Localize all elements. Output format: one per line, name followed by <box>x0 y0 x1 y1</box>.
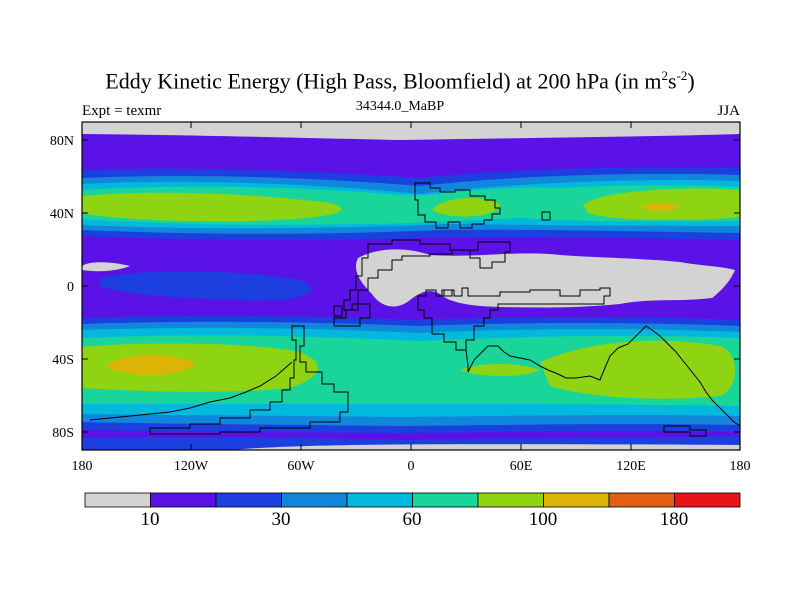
field-tropical-blue <box>100 271 312 301</box>
x-tick-label: 180 <box>72 459 93 474</box>
coastline-island-2 <box>333 305 343 317</box>
x-tick-label: 120W <box>174 459 209 474</box>
coastline-south-america <box>149 325 349 435</box>
colorbar-swatch <box>608 492 675 508</box>
field-jet-s-pacific <box>82 343 319 392</box>
coastline-west-antarctica <box>89 361 293 421</box>
colorbar-swatch <box>543 492 610 508</box>
season-label: JJA <box>717 103 740 119</box>
experiment-label: Expt = texmr <box>82 103 162 119</box>
colorbar-swatch <box>281 492 348 508</box>
x-tick-label: 60E <box>510 459 533 474</box>
field-jet-s-indian <box>540 340 735 399</box>
coastline-north-africa <box>343 239 511 311</box>
colorbar <box>84 492 741 508</box>
coastline-west-africa <box>333 303 371 327</box>
field-max-s <box>106 355 196 375</box>
contour-field <box>82 122 740 450</box>
x-tick-label: 120E <box>616 459 646 474</box>
x-axis-labels: 180 120W 60W 0 60E 120E 180 <box>72 459 751 474</box>
y-tick-label: 80N <box>50 134 74 149</box>
x-tick-label: 180 <box>730 459 751 474</box>
colorbar-label: 10 <box>141 509 160 530</box>
x-tick-label: 0 <box>408 459 415 474</box>
coastline-island-4 <box>663 425 707 437</box>
y-tick-label: 40S <box>52 353 74 368</box>
chart-title: Eddy Kinetic Energy (High Pass, Bloomfie… <box>105 68 695 94</box>
colorbar-swatch <box>412 492 479 508</box>
colorbar-label: 60 <box>403 509 422 530</box>
coastline-east-africa <box>417 287 611 351</box>
colorbar-label: 30 <box>272 509 291 530</box>
y-tick-label: 40N <box>50 207 74 222</box>
colorbar-swatch <box>477 492 544 508</box>
y-axis-labels: 80N 40N 0 40S 80S <box>50 134 74 441</box>
coastlines <box>89 182 740 437</box>
tick-marks <box>82 122 740 450</box>
field-max-n <box>640 203 680 211</box>
field-tropical-low-pacific <box>82 262 130 272</box>
colorbar-label: 180 <box>660 509 689 530</box>
y-tick-label: 80S <box>52 426 74 441</box>
coastline-island-1 <box>541 211 551 221</box>
field-south-polar-low <box>230 444 740 450</box>
colorbar-labels: 10 30 60 100 180 <box>141 509 689 530</box>
colorbar-swatch <box>150 492 217 508</box>
colorbar-label: 100 <box>529 509 558 530</box>
coastline-island-3 <box>441 289 453 297</box>
colorbar-swatch <box>674 492 741 508</box>
coastline-antarctica-east <box>465 325 740 427</box>
field-north-polar-low <box>82 122 740 140</box>
coastline-europe <box>414 182 501 229</box>
colorbar-swatch <box>84 492 151 508</box>
colorbar-swatch <box>346 492 413 508</box>
time-label: 34344.0_MaBP <box>355 99 445 114</box>
field-jet-s-atlantic <box>460 364 540 376</box>
field-jet-n-europe <box>432 197 500 217</box>
x-tick-label: 60W <box>287 459 315 474</box>
y-tick-label: 0 <box>67 280 74 295</box>
colorbar-swatch <box>215 492 282 508</box>
field-jet-n-pacific <box>82 192 342 222</box>
field-tropical-low-africa-asia <box>355 249 735 308</box>
